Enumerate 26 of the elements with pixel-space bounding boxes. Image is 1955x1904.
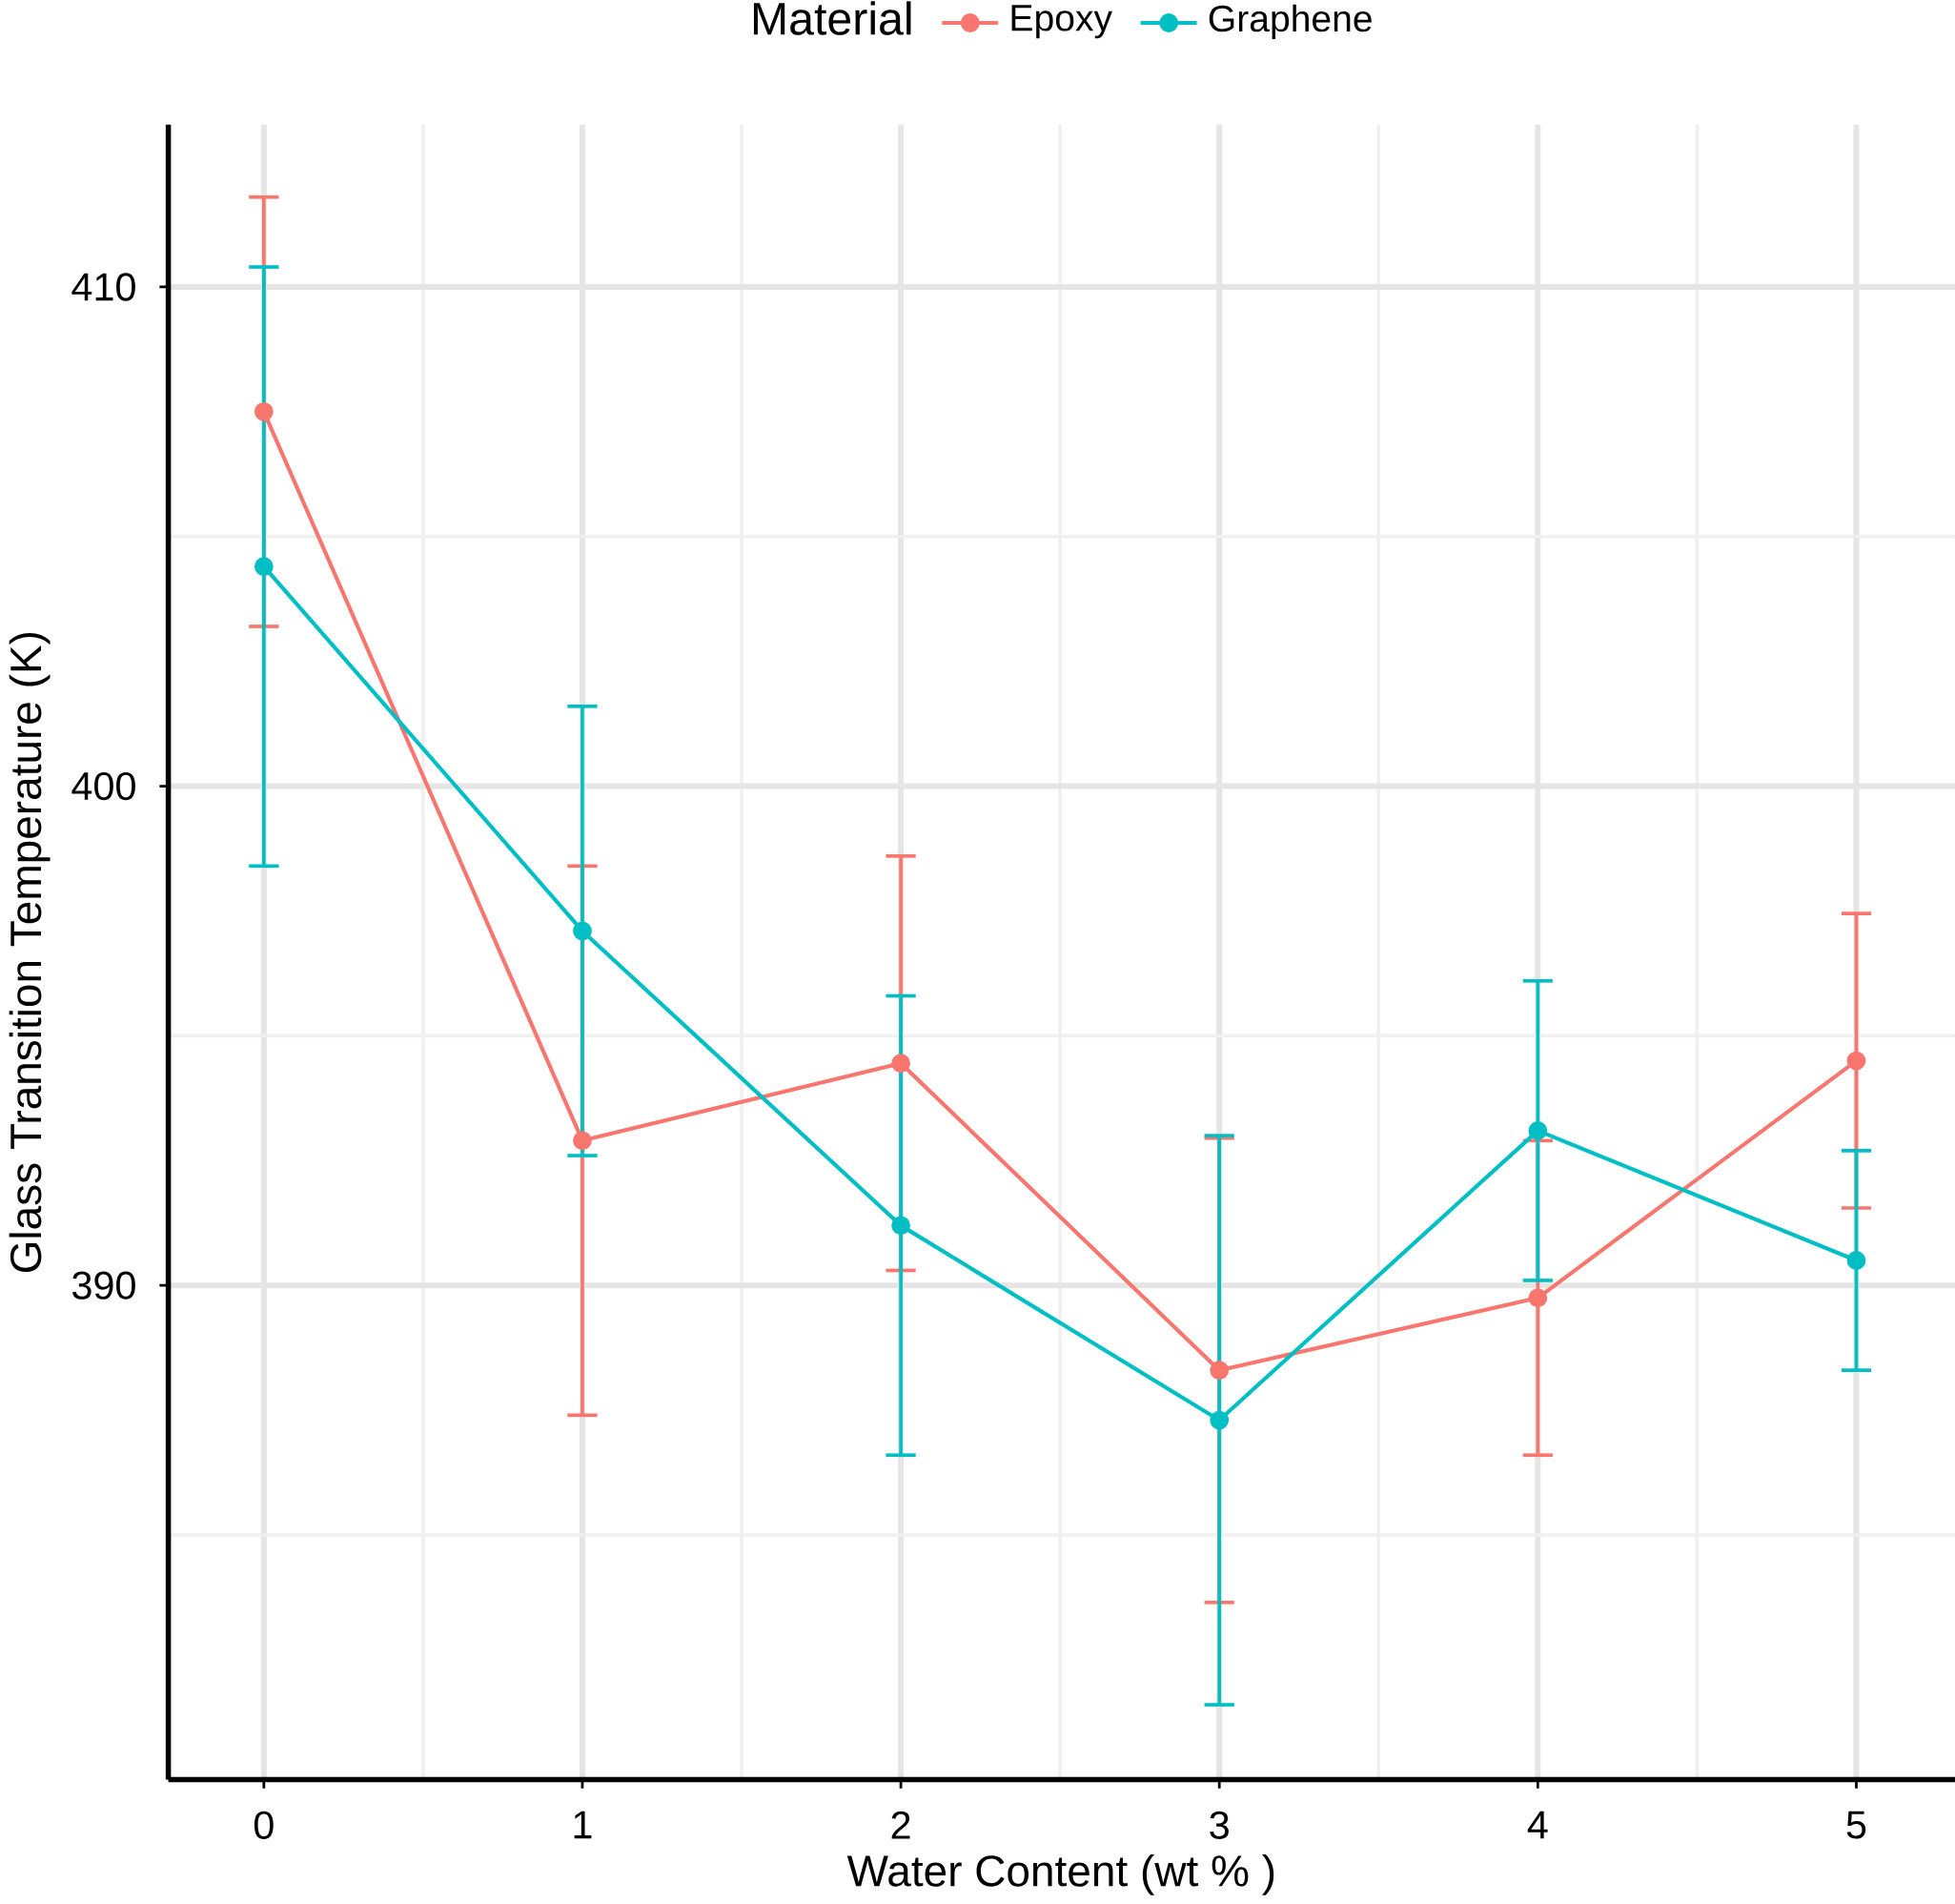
point: [891, 1054, 910, 1073]
point: [891, 1216, 910, 1236]
x-tick-label: 1: [574, 1811, 592, 1838]
point: [1210, 1410, 1230, 1430]
point: [573, 921, 592, 941]
x-axis-title: Water Content (wt % ): [846, 1853, 1274, 1895]
point: [573, 1131, 592, 1151]
x-tick-label: 3: [1210, 1811, 1229, 1839]
y-tick-label: 400: [71, 771, 135, 801]
point: [254, 557, 274, 576]
y-tick-label: 410: [71, 273, 135, 301]
legend-title: Material: [753, 1, 911, 35]
point: [1846, 1250, 1866, 1270]
y-axis-title: Glass Transition Temperature (K): [9, 632, 51, 1272]
point: [254, 401, 274, 421]
legend-label: Epoxy: [1011, 5, 1112, 39]
point: [1528, 1120, 1548, 1140]
point: [1846, 1051, 1866, 1071]
legend-label: Graphene: [1209, 4, 1372, 39]
point: [1528, 1288, 1548, 1307]
y-tick-label: 390: [72, 1271, 135, 1300]
x-tick-label: 5: [1846, 1811, 1866, 1839]
x-tick-label: 0: [254, 1811, 274, 1839]
x-tick-label: 2: [891, 1811, 910, 1839]
point: [1210, 1361, 1230, 1380]
x-tick-label: 4: [1527, 1811, 1548, 1838]
